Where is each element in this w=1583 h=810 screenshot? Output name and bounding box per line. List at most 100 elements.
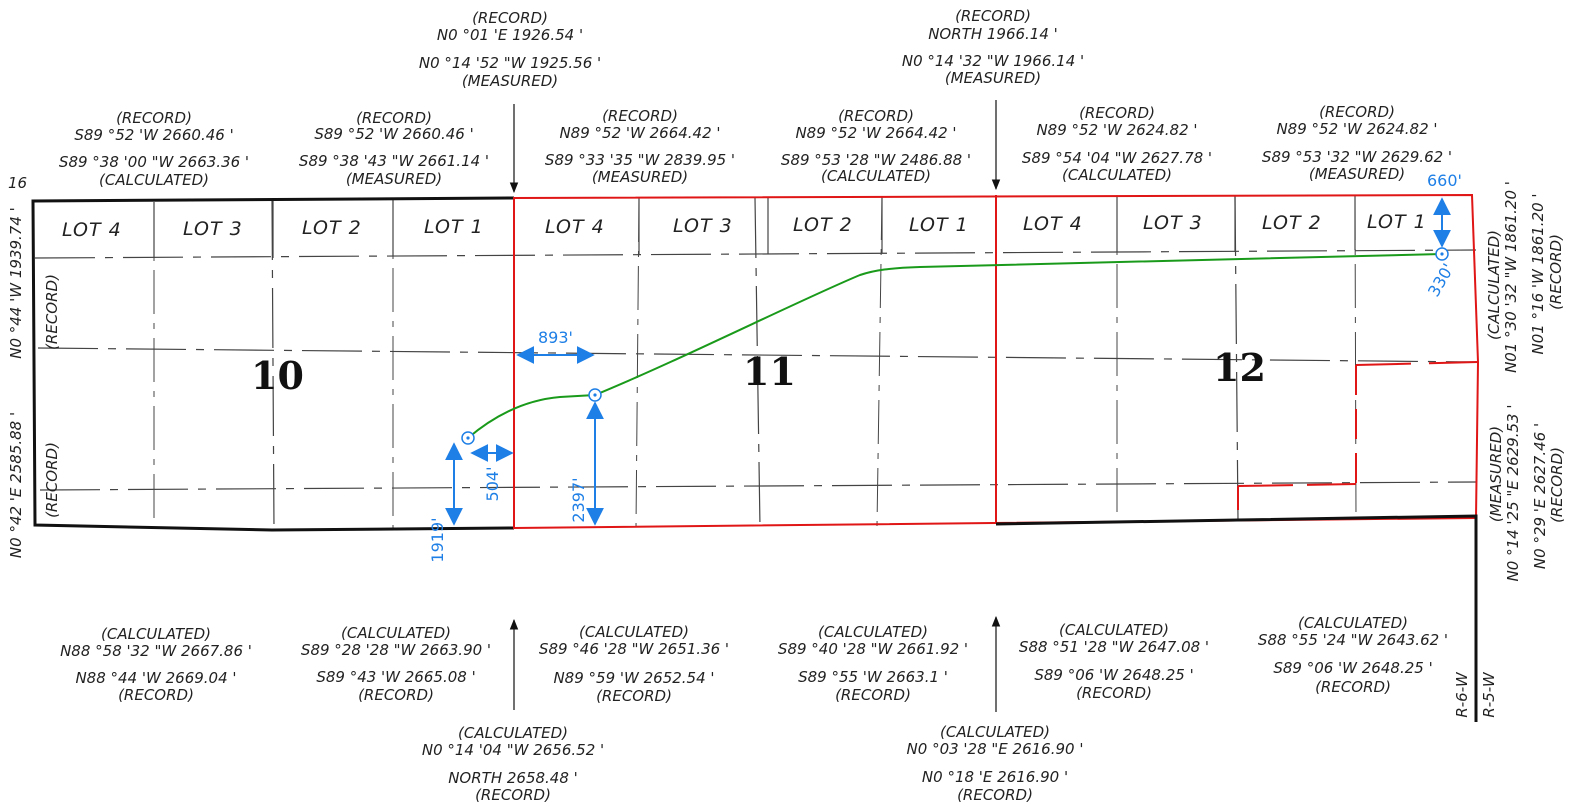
svg-text:(RECORD): (RECORD) [602,107,678,125]
lot-labels: LOT 4 LOT 3 LOT 2 LOT 1 LOT 4 LOT 3 LOT … [62,211,1427,241]
svg-text:S89 °43 'W 2665.08 ': S89 °43 'W 2665.08 ' [316,668,475,686]
route-nodes [461,247,1449,445]
svg-text:S89 °54 '04 "W 2627.78 ': S89 °54 '04 "W 2627.78 ' [1022,149,1212,167]
svg-text:N0 °42 'E 2585.88 ': N0 °42 'E 2585.88 ' [7,412,25,558]
svg-text:S88 °51 '28 "W 2647.08 ': S88 °51 '28 "W 2647.08 ' [1019,638,1209,656]
red-subdivision-lines [1237,361,1479,520]
top-bearings: (RECORD) S89 °52 'W 2660.46 ' S89 °38 '0… [59,103,1452,189]
svg-text:(RECORD): (RECORD) [43,442,61,518]
svg-text:(RECORD): (RECORD) [835,686,911,704]
quarter-lines [34,195,1479,531]
svg-text:S89 °53 '28 "W 2486.88 ': S89 °53 '28 "W 2486.88 ' [781,151,971,169]
section-10-boundary [31,196,515,532]
svg-text:N0 °14 '52 "W 1925.56 ': N0 °14 '52 "W 1925.56 ' [419,54,601,72]
svg-text:(RECORD): (RECORD) [596,687,672,705]
svg-text:S89 °06 'W 2648.25 ': S89 °06 'W 2648.25 ' [1273,659,1432,677]
svg-text:(CALCULATED): (CALCULATED) [101,625,211,643]
lot-label: LOT 2 [302,217,362,239]
svg-text:(CALCULATED): (CALCULATED) [1059,621,1169,639]
svg-text:N01 °16 'W 1861.20 ': N01 °16 'W 1861.20 ' [1529,193,1547,354]
svg-text:N88 °44 'W 2669.04 ': N88 °44 'W 2669.04 ' [75,669,236,687]
svg-text:(CALCULATED): (CALCULATED) [940,723,1050,741]
lot-label: LOT 3 [1143,212,1203,234]
svg-text:S89 °28 '28 "W 2663.90 ': S89 °28 '28 "W 2663.90 ' [301,641,491,659]
svg-text:(RECORD): (RECORD) [118,686,194,704]
lot-label: LOT 1 [1367,211,1427,233]
left-bearings: N0 °44 'W 1939.74 ' (RECORD) N0 °42 'E 2… [7,207,61,558]
svg-text:(RECORD): (RECORD) [116,109,192,127]
range-r5w: R-5-W [1480,671,1498,718]
bottom-bearings: (CALCULATED) N88 °58 '32 "W 2667.86 ' N8… [60,614,1448,705]
svg-text:N89 °52 'W 2664.42 ': N89 °52 'W 2664.42 ' [559,124,720,142]
lot-label: LOT 1 [909,214,969,236]
svg-text:S89 °55 'W 2663.1 ': S89 °55 'W 2663.1 ' [798,668,948,686]
svg-text:S89 °40 '28 "W 2661.92 ': S89 °40 '28 "W 2661.92 ' [778,640,968,658]
svg-text:N89 °52 'W 2664.42 ': N89 °52 'W 2664.42 ' [795,124,956,142]
route-node-dots [466,252,1444,440]
svg-text:NORTH 2658.48 ': NORTH 2658.48 ' [448,769,578,787]
svg-text:(CALCULATED): (CALCULATED) [1062,166,1172,184]
svg-text:S89 °33 '35 "W 2839.95 ': S89 °33 '35 "W 2839.95 ' [545,151,735,169]
dim-660-label: 660' [1427,171,1462,190]
svg-text:(RECORD): (RECORD) [1548,447,1566,523]
svg-text:S89 °52 'W 2660.46 ': S89 °52 'W 2660.46 ' [314,125,473,143]
svg-text:(CALCULATED): (CALCULATED) [821,167,931,185]
svg-text:(CALCULATED): (CALCULATED) [1298,614,1408,632]
svg-text:S88 °55 '24 "W 2643.62 ': S88 °55 '24 "W 2643.62 ' [1258,631,1448,649]
svg-text:N0 °18 'E 2616.90 ': N0 °18 'E 2616.90 ' [922,768,1068,786]
bottom-vertical-bearings: (CALCULATED) N0 °14 '04 "W 2656.52 ' NOR… [422,723,1084,804]
svg-text:(CALCULATED): (CALCULATED) [341,624,451,642]
svg-text:(MEASURED): (MEASURED) [945,69,1041,87]
svg-text:N0 °14 '04 "W 2656.52 ': N0 °14 '04 "W 2656.52 ' [422,741,604,759]
svg-text:(CALCULATED): (CALCULATED) [818,623,928,641]
svg-text:N0 °01 'E 1926.54 ': N0 °01 'E 1926.54 ' [437,26,583,44]
section-10-number: 10 [251,353,304,398]
lot-label: LOT 2 [1262,212,1322,234]
section-11-number: 11 [743,349,796,394]
top-left-note: 16 [8,174,27,192]
lot-label: LOT 4 [545,216,605,238]
dim-893-label: 893' [538,328,573,347]
svg-text:N0 °44 'W 1939.74 ': N0 °44 'W 1939.74 ' [7,207,25,359]
svg-text:N88 °58 '32 "W 2667.86 ': N88 °58 '32 "W 2667.86 ' [60,642,252,660]
lot-label: LOT 1 [424,216,484,238]
svg-text:(RECORD): (RECORD) [1547,234,1565,310]
svg-text:(MEASURED): (MEASURED) [592,168,688,186]
dim-1919-label: 1919' [428,517,447,562]
svg-text:(RECORD): (RECORD) [358,686,434,704]
svg-text:N89 °52 'W 2624.82 ': N89 °52 'W 2624.82 ' [1036,121,1197,139]
lot-label: LOT 3 [673,215,733,237]
section-12-boundary [995,514,1478,722]
svg-text:(MEASURED): (MEASURED) [1487,426,1505,522]
svg-text:S89 °38 '00 "W 2663.36 ': S89 °38 '00 "W 2663.36 ' [59,153,249,171]
svg-text:N0 °14 '32 "W 1966.14 ': N0 °14 '32 "W 1966.14 ' [902,52,1084,70]
svg-text:(CALCULATED): (CALCULATED) [579,623,689,641]
svg-text:(RECORD): (RECORD) [43,274,61,350]
right-bearings: (CALCULATED) N01 °30 '32 "W 1861.20 ' N0… [1485,181,1566,581]
svg-text:S89 °46 '28 "W 2651.36 ': S89 °46 '28 "W 2651.36 ' [539,640,729,658]
svg-text:S89 °53 '32 "W 2629.62 ': S89 °53 '32 "W 2629.62 ' [1262,148,1452,166]
lot-dividers [153,196,1356,258]
svg-text:(RECORD): (RECORD) [475,786,551,804]
svg-text:(RECORD): (RECORD) [1315,678,1391,696]
lot-label: LOT 2 [793,214,853,236]
lot-label: LOT 4 [1023,213,1083,235]
lot-label: LOT 4 [62,219,122,241]
svg-text:N0 °29 'E 2627.46 ': N0 °29 'E 2627.46 ' [1531,423,1549,569]
svg-text:S89 °06 'W 2648.25 ': S89 °06 'W 2648.25 ' [1034,666,1193,684]
svg-text:(RECORD): (RECORD) [1076,684,1152,702]
svg-text:(CALCULATED): (CALCULATED) [458,724,568,742]
section-12-number: 12 [1213,345,1266,390]
svg-text:(RECORD): (RECORD) [838,107,914,125]
svg-text:(RECORD): (RECORD) [955,7,1031,25]
svg-text:(MEASURED): (MEASURED) [1309,165,1405,183]
svg-text:(CALCULATED): (CALCULATED) [1485,230,1503,340]
svg-text:(RECORD): (RECORD) [356,109,432,127]
svg-text:N0 °14 '25 "E 2629.53 ': N0 °14 '25 "E 2629.53 ' [1504,405,1522,582]
svg-text:N0 °03 '28 "E 2616.90 ': N0 °03 '28 "E 2616.90 ' [907,740,1084,758]
lot-label: LOT 3 [183,218,243,240]
section-11-12-boundary [513,193,1480,530]
svg-text:(RECORD): (RECORD) [1319,103,1395,121]
svg-text:(RECORD): (RECORD) [957,786,1033,804]
dimension-lines [445,197,1451,526]
